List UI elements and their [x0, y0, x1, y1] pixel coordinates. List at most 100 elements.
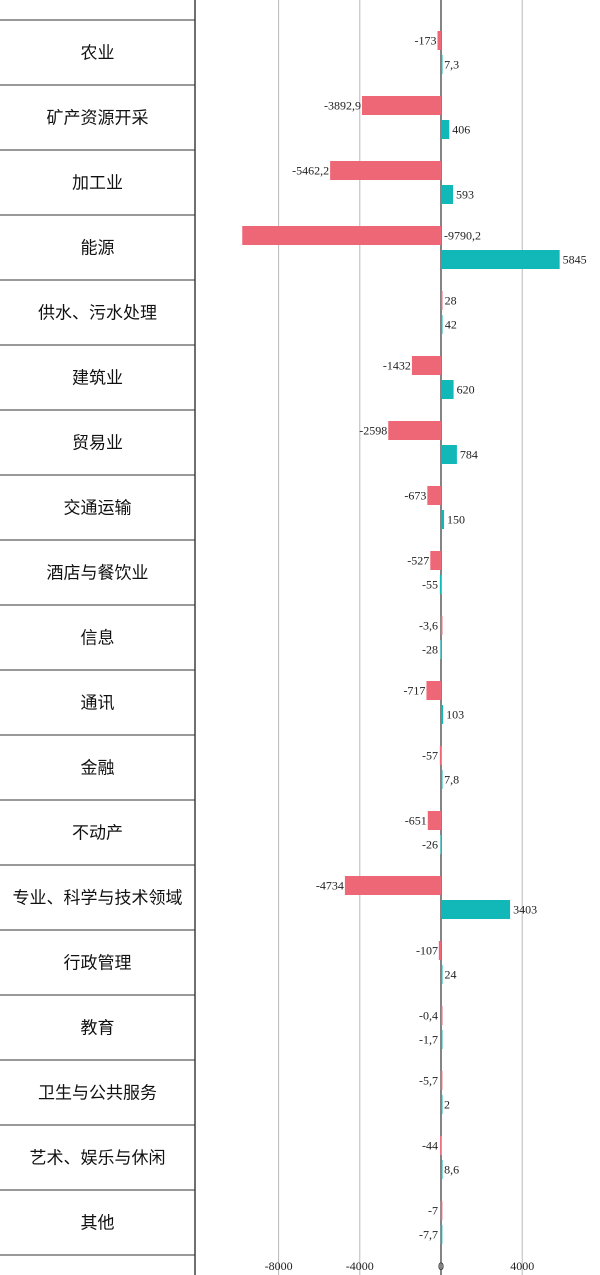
data-label: 3403: [513, 903, 537, 917]
category-label: 矿产资源开采: [47, 109, 149, 129]
bar: [440, 1136, 442, 1155]
data-label: -717: [403, 684, 425, 698]
category-label: 行政管理: [64, 954, 132, 974]
bar: [361, 96, 441, 115]
category-label: 信息: [81, 629, 115, 649]
category-label: 专业、科学与技术领域: [13, 889, 183, 909]
data-label: -651: [405, 814, 427, 828]
category-label: 金融: [81, 759, 115, 779]
bar: [330, 161, 441, 180]
data-label: -7: [428, 1204, 438, 1218]
data-label: -673: [404, 489, 426, 503]
x-tick-label: -8000: [265, 1259, 293, 1273]
bar: [437, 31, 441, 50]
data-label: -5,7: [419, 1074, 438, 1088]
bar: [440, 1225, 443, 1244]
bar: [441, 315, 443, 334]
data-label: -1,7: [419, 1033, 438, 1047]
bar: [441, 705, 444, 724]
data-label: -5462,2: [292, 164, 329, 178]
bar: [427, 486, 441, 505]
data-label: 593: [456, 188, 474, 202]
data-label: 8,6: [444, 1163, 459, 1177]
data-label: 620: [457, 383, 475, 397]
data-label: -9790,2: [444, 229, 481, 243]
category-label: 农业: [81, 44, 115, 64]
bar: [441, 250, 560, 269]
bar: [439, 575, 442, 594]
data-label: 42: [445, 318, 457, 332]
bar: [441, 380, 454, 399]
bar: [440, 1071, 443, 1090]
bar: [411, 356, 441, 375]
bar: [344, 876, 441, 895]
category-label: 不动产: [72, 824, 123, 844]
data-label: -7,7: [419, 1228, 438, 1242]
data-label: -107: [416, 944, 438, 958]
data-label: -26: [422, 838, 438, 852]
category-label: 供水、污水处理: [38, 304, 157, 324]
data-label: 2: [444, 1098, 450, 1112]
bar: [440, 1030, 443, 1049]
data-label: 406: [452, 123, 470, 137]
data-label: 7,3: [444, 58, 459, 72]
bar: [438, 941, 441, 960]
bar: [430, 551, 441, 570]
category-label: 艺术、娱乐与休闲: [30, 1149, 166, 1169]
bar: [441, 291, 443, 310]
x-axis-ticks: -8000 -4000 0 4000: [265, 1259, 535, 1273]
bar: [441, 1095, 443, 1114]
category-label: 其他: [81, 1214, 115, 1234]
bar: [441, 510, 445, 529]
bar: [441, 55, 443, 74]
data-label: -173: [414, 34, 436, 48]
bar: [441, 900, 511, 919]
bar: [441, 1160, 443, 1179]
category-label: 卫生与公共服务: [38, 1084, 157, 1104]
data-label: 784: [460, 448, 478, 462]
bar: [440, 640, 442, 659]
data-label: 5845: [563, 253, 587, 267]
bars: [242, 31, 560, 1244]
data-label: 7,8: [444, 773, 459, 787]
data-label: -57: [422, 749, 438, 763]
x-tick-label: -4000: [346, 1259, 374, 1273]
bar: [440, 616, 443, 635]
data-label: -2598: [359, 424, 387, 438]
data-label: -44: [422, 1139, 438, 1153]
bar: [242, 226, 441, 245]
category-label: 能源: [81, 239, 115, 259]
bar: [440, 1006, 443, 1025]
data-label: -527: [407, 554, 429, 568]
category-label: 交通运输: [64, 499, 132, 519]
bar: [426, 681, 441, 700]
bar: [441, 185, 454, 204]
category-label: 建筑业: [72, 369, 123, 389]
data-label: 103: [446, 708, 464, 722]
category-label: 酒店与餐饮业: [47, 564, 149, 584]
category-label: 教育: [81, 1019, 115, 1039]
bar: [439, 746, 442, 765]
x-tick-label: 4000: [510, 1259, 534, 1273]
bar: [440, 835, 442, 854]
data-label: -3,6: [419, 619, 438, 633]
value-labels: -173 -3892,9 -5462,2 -9790,2 28 -1432 -2598 -67…: [292, 34, 587, 1242]
bar: [427, 811, 441, 830]
data-label: -4734: [316, 879, 344, 893]
x-tick-label: 0: [438, 1259, 444, 1273]
data-label: -3892,9: [324, 99, 361, 113]
category-label: 贸易业: [72, 434, 123, 454]
bar: [388, 421, 441, 440]
data-label: -55: [422, 578, 438, 592]
bar: [441, 445, 457, 464]
data-label: 150: [447, 513, 465, 527]
category-label-column: 农业矿产资源开采加工业能源供水、污水处理建筑业贸易业交通运输酒店与餐饮业信息通讯…: [0, 0, 196, 1275]
data-label: -1432: [383, 359, 411, 373]
data-label: 24: [444, 968, 456, 982]
data-label: -28: [422, 643, 438, 657]
bar: [441, 965, 443, 984]
bar: [440, 1201, 443, 1220]
category-label: 加工业: [72, 174, 123, 194]
data-label: -0,4: [419, 1009, 438, 1023]
